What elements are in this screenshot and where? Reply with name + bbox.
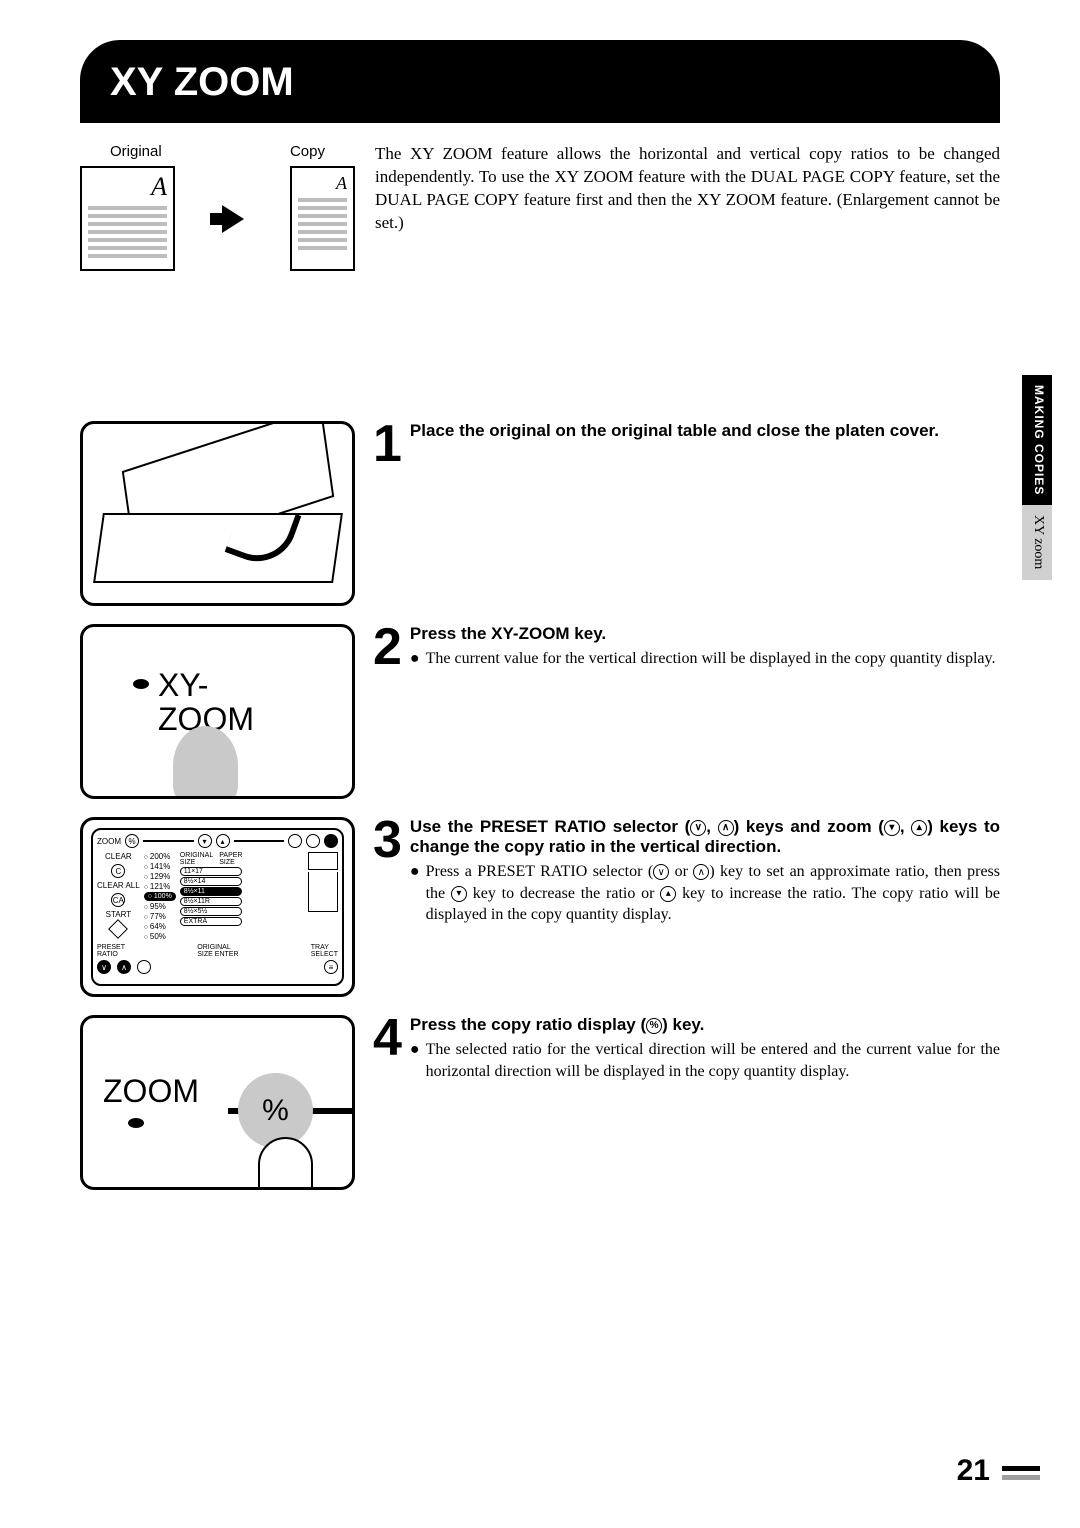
tray-select-label: TRAY SELECT [311,944,338,958]
original-script: A [88,174,167,200]
page-number: 21 [957,1454,990,1488]
original-label: Original [110,143,162,160]
step3-bullet: ● Press a PRESET RATIO selector (∨ or ∧)… [410,861,1000,926]
col-orig: ORIGINAL SIZE [180,852,213,866]
zoom-dec-icon: ▾ [451,886,467,902]
zoom-down-icon: ▾ [198,834,212,848]
col-paper: PAPER SIZE [219,852,242,866]
finger-press-icon [258,1137,313,1190]
panel-circle-icon [306,834,320,848]
pct-icon: % [646,1018,662,1034]
size-pill: 11×17 [180,867,243,876]
intro-row: Original Copy A A The XY ZOOM feature al… [80,143,1000,271]
pct-button-icon: % [238,1073,313,1148]
up-key-icon: ∧ [117,960,131,974]
xy-label-1: XY- [158,669,254,703]
panel-dark-icon [324,834,338,848]
copy-script: A [298,174,347,192]
start-key-icon [108,919,128,939]
step1-figure [80,421,355,606]
zoom-dec-icon: ▾ [884,820,900,836]
step4-number: 4 [373,1015,402,1190]
step4-heading: Press the copy ratio display (%) key. [410,1015,1000,1035]
size-pill: 8½×14 [180,877,243,886]
step2-number: 2 [373,624,402,799]
clear-label: CLEAR [105,852,132,861]
copy-doc-icon: A [290,166,355,271]
tray-key-icon: ≡ [324,960,338,974]
topic-tab: XY zoom [1022,505,1052,579]
step3-bullet-text: Press a PRESET RATIO selector (∨ or ∧) k… [426,861,1000,926]
step2-figure: XY- ZOOM [80,624,355,799]
size-pill: 8½×11R [180,897,243,906]
step2-bullet: ● The current value for the vertical dir… [410,648,1000,670]
step1-number: 1 [373,421,402,606]
original-doc-icon: A [80,166,175,271]
zoom-inc-icon: ▴ [911,820,927,836]
zoom-inc-icon: ▴ [660,886,676,902]
step3-figure: ZOOM % ▾ ▴ CLEAR C CLE [80,817,355,997]
pct-key-icon: % [125,834,139,848]
original-copy-figure: Original Copy A A [80,143,355,271]
percent-list: 200% 141% 129% 121% 100% 95% 77% 64% 50% [144,852,176,941]
panel-zoom-label: ZOOM [97,837,121,846]
orig-size-enter-label: ORIGINAL SIZE ENTER [197,944,238,958]
step2-bullet-text: The current value for the vertical direc… [426,648,996,670]
intro-text: The XY ZOOM feature allows the horizonta… [375,143,1000,271]
preset-ratio-label: PRESET RATIO [97,944,125,958]
page-decoration-icon [1002,1466,1040,1480]
panel-circle-icon [288,834,302,848]
section-tab: MAKING COPIES [1022,375,1052,505]
step2-heading: Press the XY-ZOOM key. [410,624,1000,644]
down-icon: ∨ [690,820,706,836]
zoom-label: ZOOM [103,1073,199,1110]
enter-key-icon [137,960,151,974]
step3-number: 3 [373,817,402,997]
clear-key: C [111,864,125,878]
clear-all-key: CA [111,893,125,907]
step4-figure: ZOOM % [80,1015,355,1190]
page-title: XY ZOOM [80,40,1000,123]
step4-bullet-text: The selected ratio for the vertical dire… [426,1039,1000,1082]
step1-heading: Place the original on the original table… [410,421,1000,441]
size-pill: EXTRA [180,917,243,926]
up-icon: ∧ [718,820,734,836]
side-tab: MAKING COPIES XY zoom [1022,375,1052,635]
down-key-icon: ∨ [97,960,111,974]
zoom-up-icon: ▴ [216,834,230,848]
clear-all-label: CLEAR ALL [97,881,140,890]
step3-heading: Use the PRESET RATIO selector (∨, ∧) key… [410,817,1000,857]
up-icon: ∧ [693,864,709,880]
arrow-icon [222,205,244,233]
finger-press-icon [173,726,238,799]
size-pill: 8½×11 [180,887,243,896]
down-icon: ∨ [653,864,669,880]
step4-bullet: ● The selected ratio for the vertical di… [410,1039,1000,1082]
copy-label: Copy [290,143,325,160]
start-label: START [106,910,131,919]
size-pill: 8½×5½ [180,907,243,916]
